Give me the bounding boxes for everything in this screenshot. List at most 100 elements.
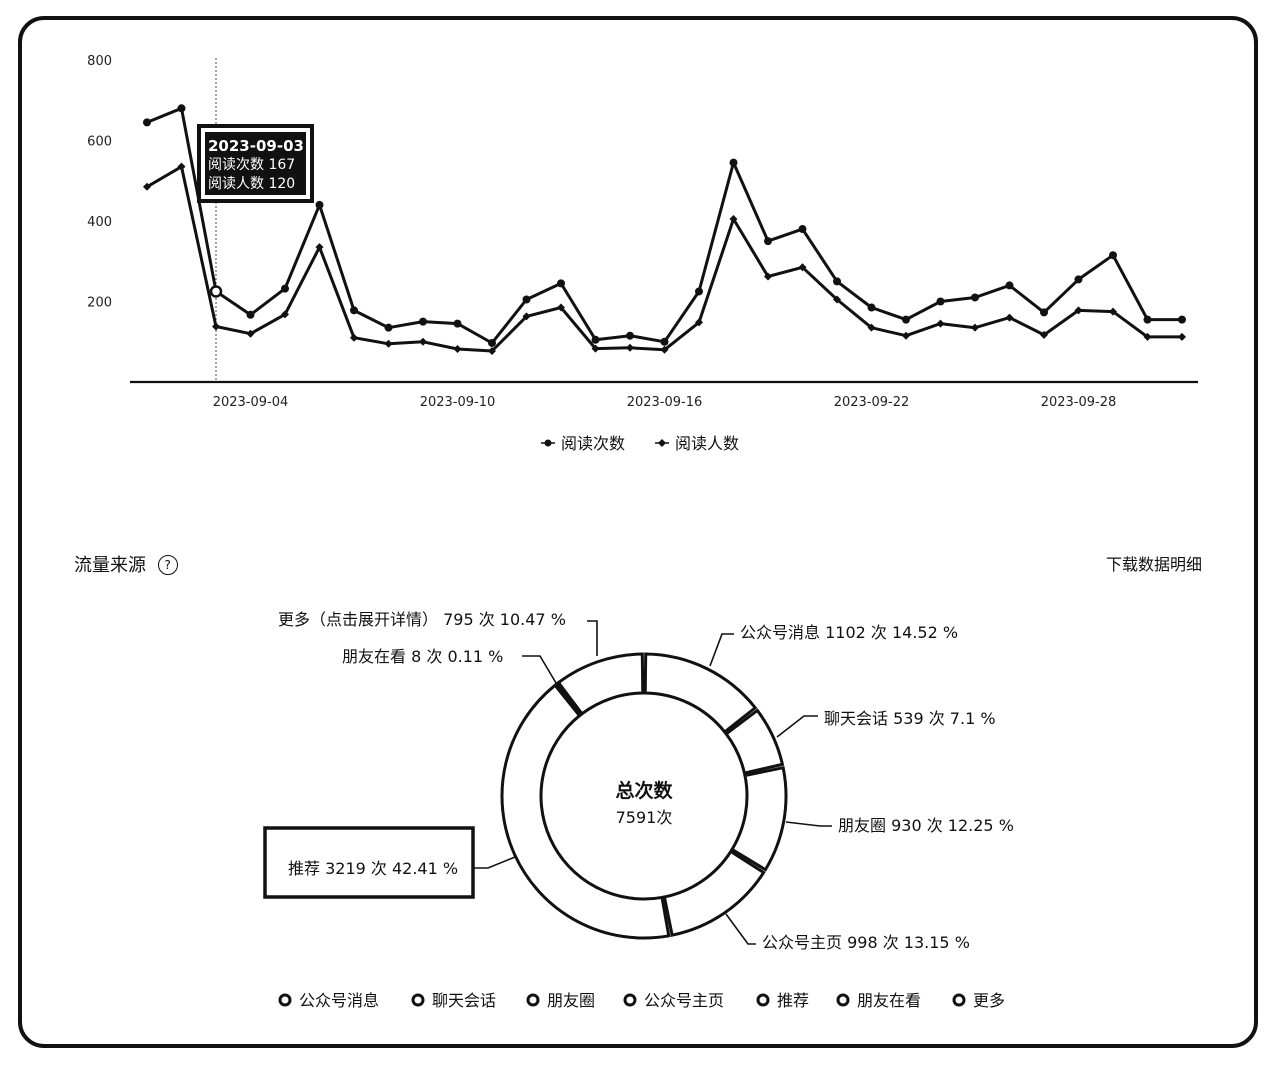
data-point[interactable] xyxy=(315,200,324,209)
donut-slices xyxy=(500,652,788,940)
data-point[interactable] xyxy=(384,339,393,348)
data-point[interactable] xyxy=(419,317,427,326)
data-point[interactable] xyxy=(488,338,496,347)
data-point[interactable] xyxy=(557,303,565,312)
data-point[interactable] xyxy=(626,343,634,352)
data-point[interactable] xyxy=(695,287,703,296)
data-point[interactable] xyxy=(281,284,289,293)
y-axis-ticks: 200 400 600 800 xyxy=(87,54,112,311)
slice-leaders xyxy=(474,620,832,945)
data-point[interactable] xyxy=(695,318,703,327)
legend-label[interactable]: 公众号主页 xyxy=(644,991,724,1010)
download-data-link[interactable]: 下载数据明细 xyxy=(1106,555,1203,574)
data-point[interactable] xyxy=(246,329,255,338)
x-tick-label: 2023-09-28 xyxy=(1041,395,1117,410)
data-point[interactable] xyxy=(246,310,255,319)
data-point[interactable] xyxy=(729,158,738,167)
data-point[interactable] xyxy=(1040,308,1048,317)
legend-label[interactable]: 朋友圈 xyxy=(547,991,595,1010)
slice[interactable] xyxy=(556,652,645,716)
data-point[interactable] xyxy=(1143,332,1152,341)
data-point[interactable] xyxy=(971,293,979,302)
data-point[interactable] xyxy=(1074,275,1083,284)
data-point[interactable] xyxy=(764,237,772,246)
data-point[interactable] xyxy=(1178,332,1186,341)
data-point[interactable] xyxy=(936,297,945,306)
data-point[interactable] xyxy=(419,337,427,346)
data-point[interactable] xyxy=(798,225,807,234)
data-point[interactable] xyxy=(143,118,151,127)
data-point[interactable] xyxy=(833,277,841,286)
tooltip-panel xyxy=(205,132,306,195)
slice[interactable] xyxy=(643,652,758,735)
data-point[interactable] xyxy=(902,331,910,340)
data-point[interactable] xyxy=(384,323,393,332)
leader-line xyxy=(776,715,818,738)
y-tick-label: 400 xyxy=(87,215,112,230)
data-point[interactable] xyxy=(488,347,496,356)
data-point[interactable] xyxy=(591,335,600,344)
data-point[interactable] xyxy=(833,295,841,304)
tooltip-row: 阅读人数 120 xyxy=(208,175,295,192)
data-point[interactable] xyxy=(1040,330,1048,339)
legend-label[interactable]: 阅读次数 xyxy=(561,434,625,453)
data-point[interactable] xyxy=(315,243,324,252)
data-point[interactable] xyxy=(1109,251,1117,260)
data-point[interactable] xyxy=(1178,315,1186,324)
legend-label[interactable]: 公众号消息 xyxy=(299,991,379,1010)
y-tick-label: 600 xyxy=(87,135,112,150)
data-point[interactable] xyxy=(798,263,807,272)
legend-marker xyxy=(836,993,850,1007)
data-point[interactable] xyxy=(1074,306,1083,315)
data-point[interactable] xyxy=(764,272,772,281)
legend-marker xyxy=(952,993,966,1007)
slice[interactable] xyxy=(662,849,766,937)
section-title: 流量来源 ? xyxy=(74,551,178,577)
data-point[interactable] xyxy=(660,345,669,354)
data-point[interactable] xyxy=(212,322,220,331)
x-tick-label: 2023-09-16 xyxy=(627,395,703,410)
data-point[interactable] xyxy=(143,182,151,191)
legend-label[interactable]: 阅读人数 xyxy=(675,434,739,453)
data-point[interactable] xyxy=(591,344,600,353)
data-point[interactable] xyxy=(350,306,358,315)
data-point[interactable] xyxy=(936,319,945,328)
legend-label[interactable]: 更多 xyxy=(973,991,1005,1010)
legend-marker xyxy=(526,993,540,1007)
legend-label[interactable]: 聊天会话 xyxy=(432,991,496,1010)
data-point[interactable] xyxy=(729,214,738,223)
data-point[interactable] xyxy=(1143,315,1152,324)
data-point[interactable] xyxy=(902,315,910,324)
data-point[interactable] xyxy=(522,295,531,304)
data-point[interactable] xyxy=(626,331,634,340)
data-point[interactable] xyxy=(867,303,876,312)
slice[interactable] xyxy=(730,765,788,872)
data-point[interactable] xyxy=(522,312,531,321)
donut-center-title: 总次数 xyxy=(615,779,673,802)
donut-legend[interactable]: 公众号消息 聊天会话 朋友圈 公众号主页 推荐 朋友在看 更多 xyxy=(278,991,1005,1010)
data-point[interactable] xyxy=(971,323,979,332)
slice[interactable] xyxy=(500,683,671,940)
data-point[interactable] xyxy=(177,162,186,171)
legend-label[interactable]: 朋友在看 xyxy=(857,991,921,1010)
data-point[interactable] xyxy=(867,323,876,332)
legend-marker xyxy=(658,439,666,447)
legend-marker xyxy=(278,993,292,1007)
data-point[interactable] xyxy=(1005,313,1014,322)
tooltip-date: 2023-09-03 xyxy=(208,137,304,155)
question-circle-icon[interactable]: ? xyxy=(157,555,178,575)
slice-label: 朋友圈 930 次 12.25 % xyxy=(838,816,1014,835)
data-point[interactable] xyxy=(1109,307,1117,316)
data-point[interactable] xyxy=(557,279,565,288)
data-point[interactable] xyxy=(660,337,669,346)
data-point[interactable] xyxy=(1005,281,1014,290)
data-point[interactable] xyxy=(453,344,462,353)
legend-label[interactable]: 推荐 xyxy=(777,991,809,1010)
section-title-text: 流量来源 xyxy=(74,555,146,576)
data-point[interactable] xyxy=(177,104,186,113)
slice[interactable] xyxy=(724,708,785,775)
data-point[interactable] xyxy=(281,310,289,319)
data-point[interactable] xyxy=(350,333,358,342)
data-point[interactable] xyxy=(453,319,462,328)
